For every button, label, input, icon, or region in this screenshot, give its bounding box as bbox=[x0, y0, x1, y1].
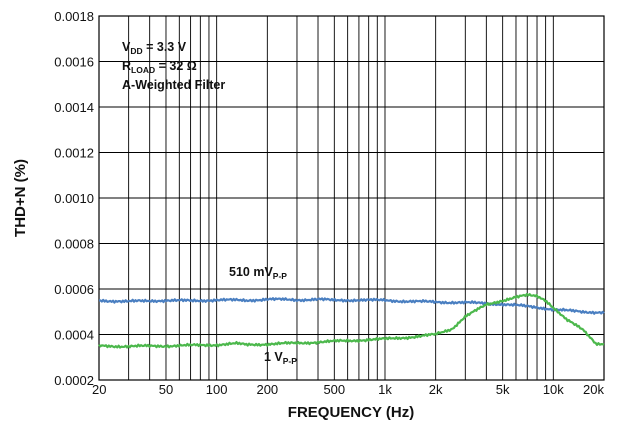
x-tick-label: 100 bbox=[206, 382, 228, 397]
y-axis-label: THD+N (%) bbox=[12, 159, 29, 237]
x-tick-label: 5k bbox=[496, 382, 510, 397]
vdd-condition: VDD = 3.3 V bbox=[122, 40, 187, 56]
filter-condition: A-Weighted Filter bbox=[122, 78, 225, 92]
y-tick-label: 0.0006 bbox=[54, 282, 94, 297]
x-tick-label: 20 bbox=[92, 382, 106, 397]
y-tick-label: 0.0016 bbox=[54, 55, 94, 70]
x-tick-label: 10k bbox=[543, 382, 564, 397]
series-510mv-line bbox=[98, 297, 605, 315]
chart-grid bbox=[99, 15, 604, 381]
y-tick-label: 0.0010 bbox=[54, 191, 94, 206]
y-tick-label: 0.0008 bbox=[54, 237, 94, 252]
y-tick-label: 0.0012 bbox=[54, 146, 94, 161]
series-label-1v: 1 VP-P bbox=[264, 350, 297, 366]
y-tick-label: 0.0004 bbox=[54, 328, 94, 343]
x-tick-label: 1k bbox=[378, 382, 392, 397]
plot-frame bbox=[98, 15, 605, 381]
x-tick-label: 200 bbox=[256, 382, 278, 397]
x-axis-label: FREQUENCY (Hz) bbox=[288, 404, 414, 421]
y-tick-label: 0.0018 bbox=[54, 9, 94, 24]
y-tick-label: 0.0014 bbox=[54, 100, 94, 115]
x-tick-label: 500 bbox=[323, 382, 345, 397]
x-tick-label: 2k bbox=[429, 382, 443, 397]
x-tick-label: 20k bbox=[583, 382, 604, 397]
series-1v-line bbox=[98, 292, 605, 349]
rload-condition: RLOAD = 32 Ω bbox=[122, 59, 197, 75]
chart-series-group bbox=[98, 292, 605, 349]
y-tick-labels: 0.0002 0.0004 0.0006 0.0008 0.0010 0.0012 0.00… bbox=[54, 9, 94, 388]
y-tick-label: 0.0002 bbox=[54, 373, 94, 388]
x-tick-label: 50 bbox=[159, 382, 173, 397]
x-tick-labels: 20 50 100 200 500 1k 2k 5k 10k 20k bbox=[92, 382, 604, 397]
conditions-annotation: VDD = 3.3 V RLOAD = 32 Ω A-Weighted Filt… bbox=[122, 40, 225, 92]
series-label-510mv: 510 mVP-P bbox=[229, 265, 287, 281]
